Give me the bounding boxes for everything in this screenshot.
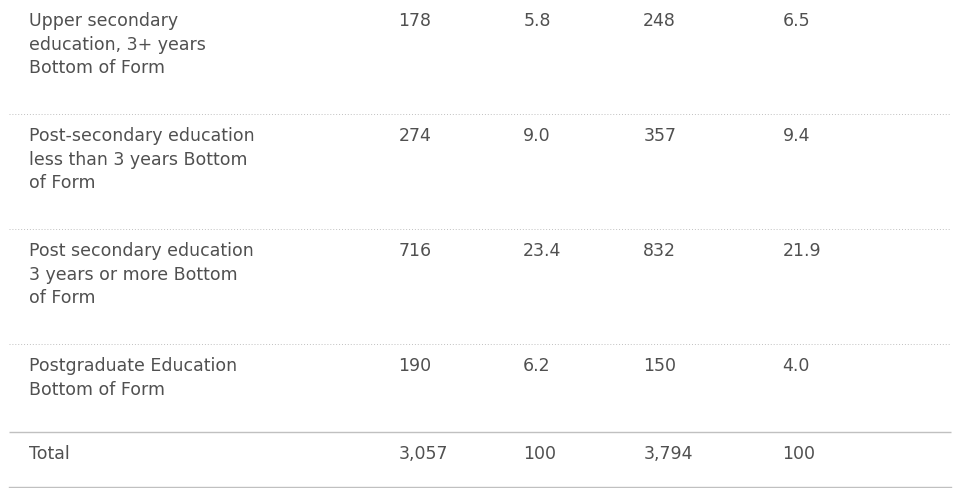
- Text: 21.9: 21.9: [782, 242, 821, 260]
- Text: 9.4: 9.4: [782, 127, 810, 145]
- Text: 3,794: 3,794: [643, 444, 693, 462]
- Text: Post-secondary education
less than 3 years Bottom
of Form: Post-secondary education less than 3 yea…: [29, 127, 254, 192]
- Text: 357: 357: [643, 127, 676, 145]
- Text: 100: 100: [523, 444, 556, 462]
- Text: 248: 248: [643, 12, 676, 30]
- Text: 3,057: 3,057: [398, 444, 448, 462]
- Text: 5.8: 5.8: [523, 12, 551, 30]
- Text: 4.0: 4.0: [782, 356, 810, 374]
- Text: 9.0: 9.0: [523, 127, 551, 145]
- Text: 274: 274: [398, 127, 431, 145]
- Text: 6.5: 6.5: [782, 12, 810, 30]
- Text: Upper secondary
education, 3+ years
Bottom of Form: Upper secondary education, 3+ years Bott…: [29, 12, 205, 77]
- Text: Total: Total: [29, 444, 69, 462]
- Text: 190: 190: [398, 356, 432, 374]
- Text: 23.4: 23.4: [523, 242, 562, 260]
- Text: 178: 178: [398, 12, 431, 30]
- Text: Post secondary education
3 years or more Bottom
of Form: Post secondary education 3 years or more…: [29, 242, 253, 306]
- Text: 832: 832: [643, 242, 676, 260]
- Text: 716: 716: [398, 242, 432, 260]
- Text: 6.2: 6.2: [523, 356, 551, 374]
- Text: Postgraduate Education
Bottom of Form: Postgraduate Education Bottom of Form: [29, 356, 237, 398]
- Text: 100: 100: [782, 444, 815, 462]
- Text: 150: 150: [643, 356, 676, 374]
